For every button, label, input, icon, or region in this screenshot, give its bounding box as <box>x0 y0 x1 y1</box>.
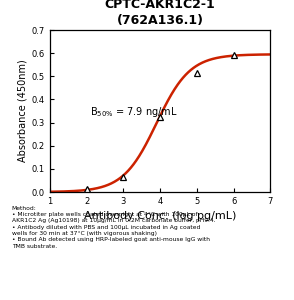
Title: CPTC-AKR1C2-1
(762A136.1): CPTC-AKR1C2-1 (762A136.1) <box>105 0 216 27</box>
X-axis label: Antibody Conc. (log pg/mL): Antibody Conc. (log pg/mL) <box>84 212 236 221</box>
Text: B$_{50\%}$ = 7.9 ng/mL: B$_{50\%}$ = 7.9 ng/mL <box>91 105 178 119</box>
Y-axis label: Absorbance (450nm): Absorbance (450nm) <box>18 60 28 162</box>
Text: Method:
• Microtiter plate wells coated overnight at 4°C with 100μL of
AKR1C2 Ag: Method: • Microtiter plate wells coated … <box>12 206 215 249</box>
